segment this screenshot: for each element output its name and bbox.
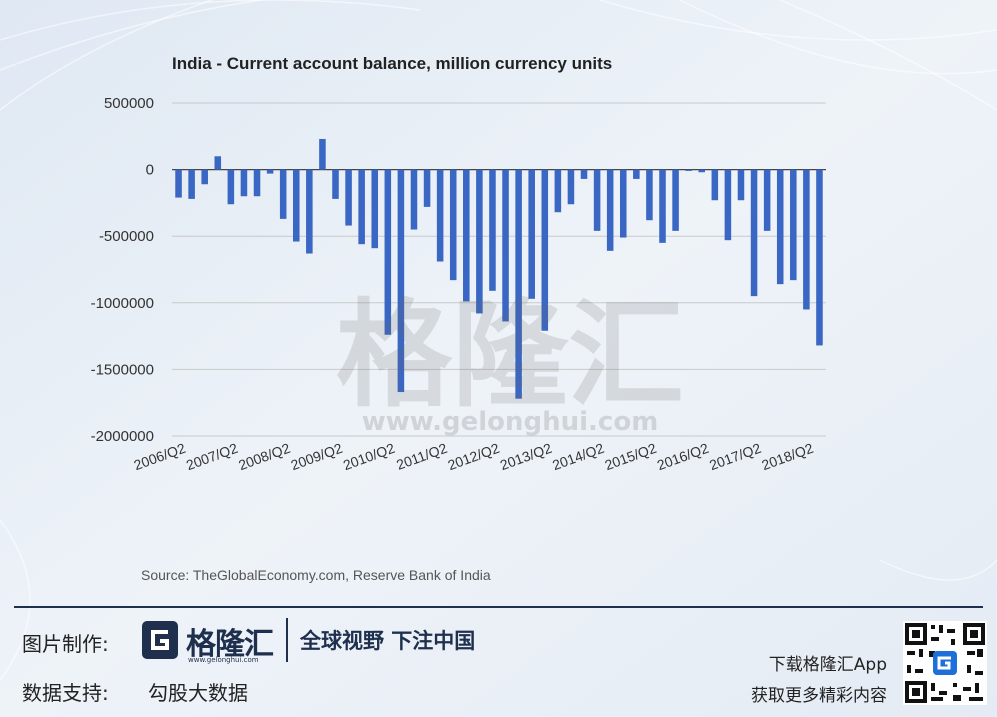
bar-2008/Q4 bbox=[306, 169, 313, 254]
bar-2006/Q4 bbox=[201, 169, 208, 185]
data-support-value: 勾股大数据 bbox=[148, 681, 248, 705]
y-tick-label: -500000 bbox=[99, 228, 154, 245]
source-note: Source: TheGlobalEconomy.com, Reserve Ba… bbox=[141, 567, 491, 583]
logo-text: 格隆汇 bbox=[186, 627, 274, 662]
watermark-url: www.gelonghui.com bbox=[362, 407, 659, 437]
x-tick-label: 2014/Q2 bbox=[550, 440, 606, 473]
logo-url: www.gelonghui.com bbox=[188, 656, 259, 664]
bar-2018/Q1 bbox=[790, 169, 797, 281]
bar-2011/Q1 bbox=[423, 169, 431, 207]
chart-title: India - Current account balance, million… bbox=[172, 54, 612, 73]
bar-2008/Q1 bbox=[266, 169, 274, 174]
y-tick-label: -2000000 bbox=[91, 428, 154, 445]
slogan: 全球视野 下注中国 bbox=[300, 629, 476, 653]
y-tick-label: 500000 bbox=[104, 95, 154, 112]
bar-2009/Q3 bbox=[345, 169, 352, 226]
bar-2010/Q4 bbox=[410, 169, 418, 230]
bar-2017/Q3 bbox=[763, 169, 771, 231]
bar-2006/Q2 bbox=[175, 169, 182, 198]
bar-2012/Q2 bbox=[489, 169, 496, 291]
footer-divider bbox=[14, 606, 983, 608]
bar-2011/Q4 bbox=[463, 169, 470, 302]
bar-2014/Q1 bbox=[580, 169, 588, 179]
bar-2012/Q1 bbox=[476, 169, 483, 314]
bar-2017/Q2 bbox=[750, 169, 758, 297]
x-tick-label: 2013/Q2 bbox=[498, 440, 554, 473]
bar-2013/Q4 bbox=[567, 169, 575, 205]
bar-2007/Q2 bbox=[227, 169, 235, 205]
bar-2013/Q1 bbox=[528, 169, 535, 299]
bar-2009/Q2 bbox=[332, 169, 339, 199]
x-tick-label: 2011/Q2 bbox=[394, 440, 449, 473]
more-content-text: 获取更多精彩内容 bbox=[751, 686, 887, 706]
image-credit-label: 图片制作: bbox=[22, 632, 109, 656]
bar-2009/Q1 bbox=[319, 138, 326, 170]
x-axis-ticks: 2006/Q22007/Q22008/Q22009/Q22010/Q22011/… bbox=[132, 440, 816, 473]
x-tick-label: 2018/Q2 bbox=[759, 440, 815, 473]
qr-code-icon[interactable] bbox=[903, 621, 987, 705]
bar-2008/Q2 bbox=[279, 169, 287, 219]
bar-2014/Q3 bbox=[606, 169, 614, 251]
data-support-label: 数据支持: bbox=[22, 681, 109, 705]
bars bbox=[175, 138, 823, 399]
bar-2018/Q3 bbox=[816, 169, 823, 346]
bar-2010/Q2 bbox=[384, 169, 392, 335]
bar-2007/Q1 bbox=[214, 156, 222, 170]
bar-2017/Q1 bbox=[737, 169, 745, 201]
x-tick-label: 2012/Q2 bbox=[446, 440, 502, 473]
bar-2014/Q4 bbox=[619, 169, 627, 238]
x-tick-label: 2016/Q2 bbox=[655, 440, 711, 473]
bar-2015/Q2 bbox=[646, 169, 653, 221]
bar-2018/Q2 bbox=[803, 169, 810, 310]
bar-2013/Q3 bbox=[554, 169, 562, 213]
bar-2016/Q1 bbox=[685, 169, 692, 171]
gelonghui-logo-icon bbox=[142, 621, 178, 659]
y-tick-label: -1500000 bbox=[91, 361, 154, 378]
bar-2015/Q1 bbox=[633, 169, 640, 179]
bar-2012/Q4 bbox=[515, 169, 522, 399]
watermark-brand: 格隆汇 bbox=[336, 288, 684, 423]
bar-2016/Q4 bbox=[724, 169, 732, 241]
x-tick-label: 2008/Q2 bbox=[236, 440, 292, 473]
y-tick-label: -1000000 bbox=[91, 295, 154, 312]
bar-2016/Q2 bbox=[698, 169, 706, 173]
bar-2008/Q3 bbox=[292, 169, 300, 242]
bar-2010/Q3 bbox=[397, 169, 405, 393]
bar-2006/Q3 bbox=[188, 169, 195, 199]
footer-separator bbox=[286, 618, 288, 662]
x-tick-label: 2015/Q2 bbox=[602, 440, 658, 473]
y-axis-ticks: 500000 0 -500000 -1000000 -1500000 -2000000 bbox=[91, 95, 154, 445]
bar-2017/Q4 bbox=[776, 169, 784, 285]
bar-2010/Q1 bbox=[371, 169, 379, 249]
bar-2013/Q2 bbox=[541, 169, 549, 331]
bar-2009/Q4 bbox=[358, 169, 365, 245]
bar-2007/Q4 bbox=[253, 169, 261, 197]
bar-2015/Q4 bbox=[672, 169, 679, 231]
bar-2012/Q3 bbox=[502, 169, 509, 322]
x-tick-label: 2017/Q2 bbox=[707, 440, 763, 473]
bar-2014/Q2 bbox=[593, 169, 601, 231]
bar-2011/Q3 bbox=[449, 169, 457, 281]
bar-2007/Q3 bbox=[240, 169, 248, 197]
x-tick-label: 2009/Q2 bbox=[289, 440, 345, 473]
bar-2016/Q3 bbox=[711, 169, 719, 201]
y-tick-label: 0 bbox=[146, 162, 154, 179]
chart: India - Current account balance, million… bbox=[91, 54, 826, 473]
bar-2015/Q3 bbox=[659, 169, 666, 243]
x-tick-label: 2007/Q2 bbox=[184, 440, 240, 473]
x-tick-label: 2010/Q2 bbox=[341, 440, 397, 473]
download-app-text: 下载格隆汇App bbox=[768, 655, 887, 675]
bar-2011/Q2 bbox=[436, 169, 444, 262]
